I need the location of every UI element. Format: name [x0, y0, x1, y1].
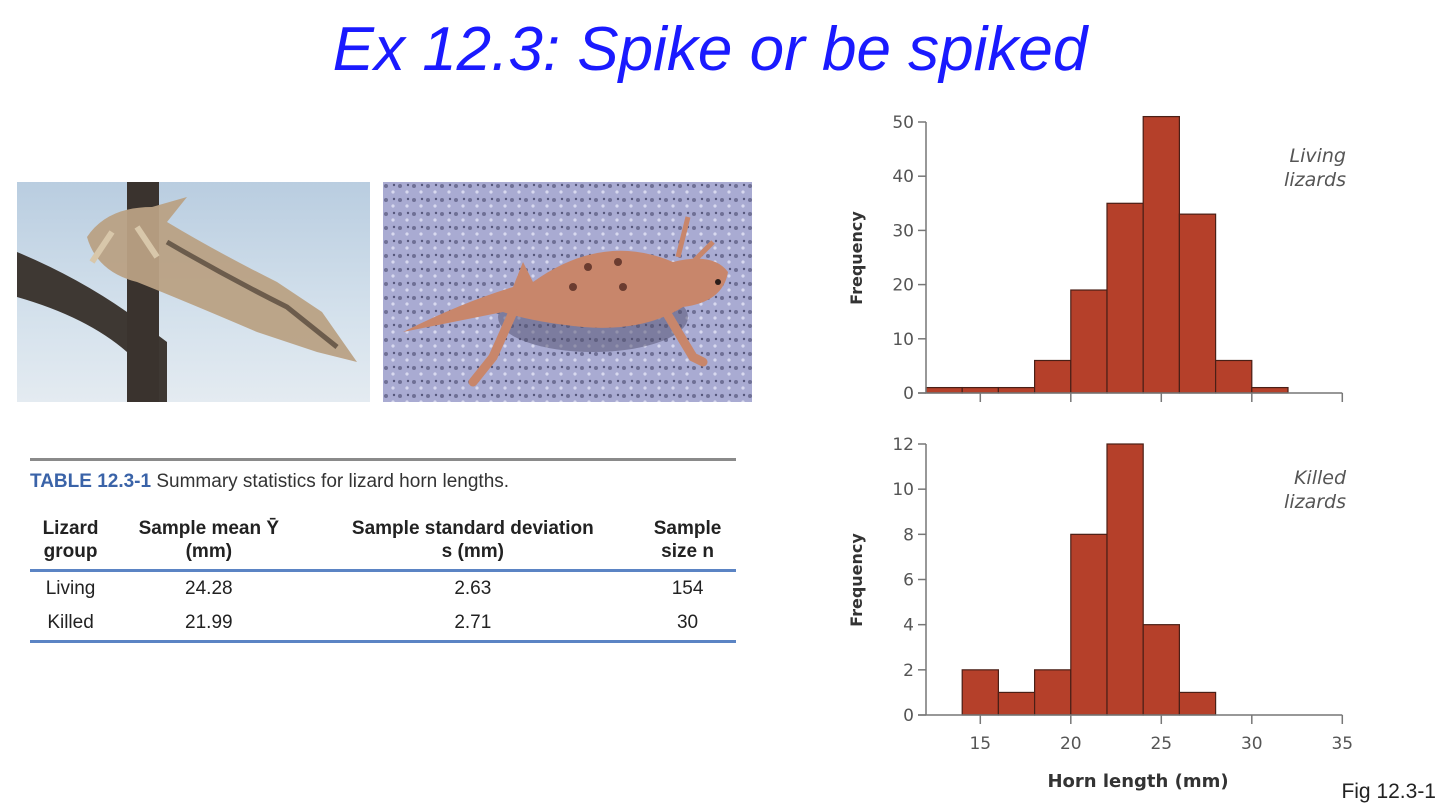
table-row: Living 24.28 2.63 154 [30, 571, 736, 607]
summary-table: TABLE 12.3-1 Summary statistics for liza… [30, 458, 736, 643]
table-top-rule [30, 458, 736, 461]
svg-text:0: 0 [903, 706, 914, 726]
table-caption-text: Summary statistics for lizard horn lengt… [156, 471, 510, 492]
histogram-bar [1070, 289, 1108, 394]
cell-group: Living [45, 578, 96, 599]
killed-lizard-photo [17, 182, 370, 402]
svg-text:6: 6 [903, 571, 914, 591]
svg-text:Horn length (mm): Horn length (mm) [1047, 771, 1228, 792]
svg-text:Living: Living [1290, 145, 1347, 167]
svg-text:lizards: lizards [1284, 169, 1346, 191]
svg-text:15: 15 [969, 734, 991, 754]
histogram-bar [997, 691, 1036, 716]
cell-mean: 21.99 [111, 606, 307, 643]
stats-table: Lizard group Sample mean Ȳ (mm) Sample sta… [30, 517, 736, 643]
table-row: Killed 21.99 2.71 30 [30, 606, 736, 643]
table-header-row: Lizard group Sample mean Ȳ (mm) Sample sta… [30, 517, 736, 572]
svg-text:4: 4 [903, 616, 914, 636]
svg-text:10: 10 [892, 480, 914, 500]
svg-text:30: 30 [1241, 734, 1263, 754]
svg-text:20: 20 [892, 276, 914, 296]
histogram-bar [961, 386, 1000, 394]
histogram-bar [1251, 386, 1289, 394]
col-header-sd: Sample standard deviation s (mm) [306, 517, 640, 572]
svg-text:35: 35 [1331, 734, 1353, 754]
svg-text:Killed: Killed [1294, 467, 1347, 489]
histogram-bar [997, 386, 1036, 394]
svg-text:20: 20 [1060, 734, 1082, 754]
histogram-bar [1106, 443, 1144, 716]
col-header-mean: Sample mean Ȳ (mm) [111, 517, 307, 572]
svg-text:50: 50 [892, 113, 914, 133]
cell-sd: 2.71 [306, 606, 640, 643]
svg-text:2: 2 [903, 661, 914, 681]
svg-text:8: 8 [903, 525, 914, 545]
histogram-bar [1106, 202, 1144, 394]
histogram-bar [1142, 115, 1180, 394]
svg-text:12: 12 [892, 435, 914, 455]
cell-mean: 24.28 [185, 578, 233, 599]
slide-title: Ex 12.3: Spike or be spiked [332, 15, 1088, 84]
table-caption: TABLE 12.3-1 Summary statistics for liza… [30, 471, 736, 493]
histogram-bar [1142, 624, 1180, 716]
histogram-bar [1033, 669, 1072, 716]
svg-text:30: 30 [892, 221, 914, 241]
cell-sd: 2.63 [454, 578, 492, 599]
svg-text:lizards: lizards [1284, 491, 1346, 513]
figure-label: Fig 12.3-1 [1341, 780, 1436, 803]
col-header-n: Sample size n [639, 517, 736, 572]
cell-n: 30 [639, 606, 736, 643]
col-header-group: Lizard group [30, 517, 112, 572]
svg-text:10: 10 [892, 330, 914, 350]
histogram-bar [1070, 533, 1108, 716]
histogram-bar [1033, 359, 1072, 394]
svg-text:Frequency: Frequency [847, 211, 866, 305]
cell-group: Killed [30, 606, 112, 643]
svg-text:25: 25 [1150, 734, 1172, 754]
svg-text:Frequency: Frequency [847, 533, 866, 627]
histogram-bar [1178, 213, 1217, 394]
histogram-bar [1178, 691, 1217, 716]
svg-text:0: 0 [903, 384, 914, 404]
histogram-bar [961, 669, 1000, 716]
histogram-bar [1214, 359, 1253, 394]
histogram-bar [925, 386, 963, 394]
cell-n: 154 [671, 578, 704, 599]
living-lizard-photo [383, 182, 752, 402]
table-label: TABLE 12.3-1 [30, 471, 152, 492]
svg-text:40: 40 [892, 167, 914, 187]
